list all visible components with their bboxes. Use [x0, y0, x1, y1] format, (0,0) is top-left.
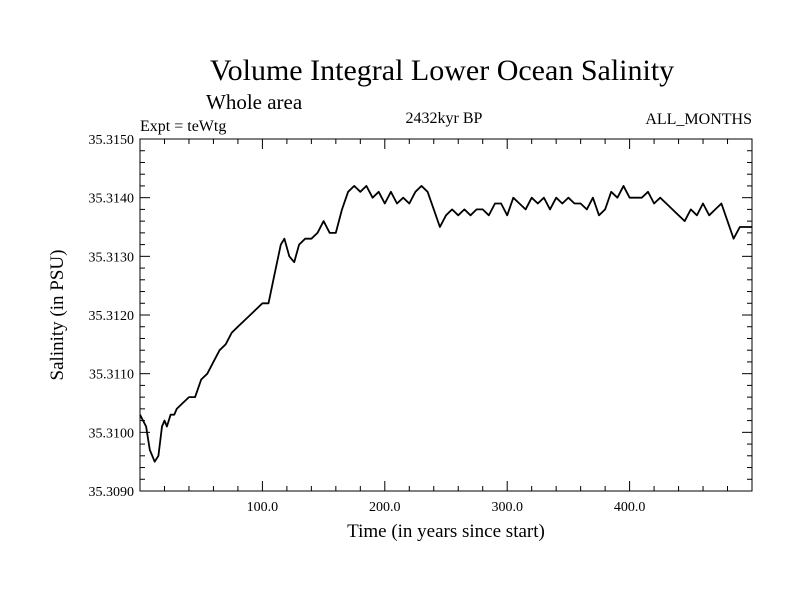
y-tick-label: 35.3090 [89, 485, 135, 500]
plot-frame [139, 138, 753, 492]
experiment-label: Expt = teWtg [140, 118, 226, 135]
y-tick-label: 35.3100 [89, 426, 135, 441]
x-axis-label: Time (in years since start) [347, 521, 545, 542]
months-label: ALL_MONTHS [645, 111, 752, 128]
y-tick-label: 35.3130 [89, 250, 135, 265]
x-tick-label: 100.0 [247, 500, 279, 515]
axes: 35.3090 35.3100 35.3110 35.3120 35.3130 35.31… [89, 133, 752, 515]
y-tick-label: 35.3150 [89, 133, 135, 148]
x-tick-label: 300.0 [491, 500, 523, 515]
chart-subtitle: Whole area [206, 90, 303, 114]
y-tick-label: 35.3110 [89, 368, 134, 383]
y-axis-label: Salinity (in PSU) [47, 250, 68, 381]
x-tick-label: 400.0 [614, 500, 646, 515]
series-line-salinity [139, 184, 752, 463]
y-tick-label: 35.3140 [89, 192, 135, 207]
y-tick-label: 35.3120 [89, 309, 135, 324]
period-label: 2432kyr BP [406, 110, 483, 127]
chart-title: Volume Integral Lower Ocean Salinity [210, 54, 674, 87]
x-tick-label: 200.0 [369, 500, 401, 515]
